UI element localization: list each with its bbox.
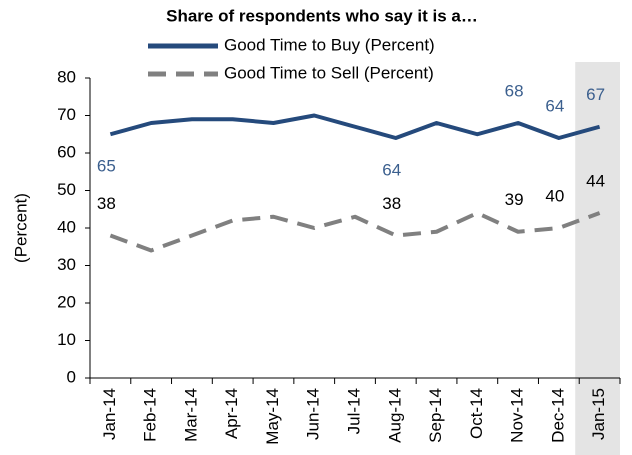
x-tick-label: Jan-14 <box>100 388 119 440</box>
data-label: 64 <box>382 160 401 179</box>
x-tick-label: Jan-15 <box>589 388 608 440</box>
series-line <box>109 113 601 140</box>
y-tick-label: 20 <box>57 292 76 311</box>
x-tick-label: Jul-14 <box>344 388 363 434</box>
y-tick-label: 40 <box>57 217 76 236</box>
series-line <box>109 211 601 253</box>
data-label: 38 <box>382 194 401 213</box>
y-tick-label: 80 <box>57 67 76 86</box>
y-tick-label: 50 <box>57 180 76 199</box>
x-tick-label: Jun-14 <box>304 388 323 440</box>
x-tick-label: May-14 <box>263 388 282 445</box>
x-tick-label: Oct-14 <box>467 388 486 439</box>
x-tick-label: Sep-14 <box>426 388 445 443</box>
x-tick-label: Apr-14 <box>222 388 241 439</box>
x-tick-label: Dec-14 <box>548 388 567 443</box>
legend-label: Good Time to Buy (Percent) <box>224 35 435 54</box>
x-tick-label: Mar-14 <box>181 388 200 442</box>
chart-title: Share of respondents who say it is a… <box>166 6 478 25</box>
y-tick-label: 10 <box>57 330 76 349</box>
legend-label: Good Time to Sell (Percent) <box>224 63 434 82</box>
x-tick-label: Feb-14 <box>141 388 160 442</box>
data-label: 68 <box>505 81 524 100</box>
y-tick-label: 0 <box>67 367 76 386</box>
data-label: 40 <box>545 186 564 205</box>
y-tick-label: 70 <box>57 105 76 124</box>
y-tick-label: 60 <box>57 142 76 161</box>
y-tick-label: 30 <box>57 255 76 274</box>
y-axis-label: (Percent) <box>11 193 30 263</box>
data-label: 38 <box>97 194 116 213</box>
data-label: 39 <box>505 190 524 209</box>
data-label: 65 <box>97 157 116 176</box>
data-label: 64 <box>545 96 564 115</box>
x-tick-label: Aug-14 <box>385 388 404 443</box>
data-label: 44 <box>586 171 605 190</box>
data-label: 67 <box>586 85 605 104</box>
x-tick-label: Nov-14 <box>508 388 527 443</box>
